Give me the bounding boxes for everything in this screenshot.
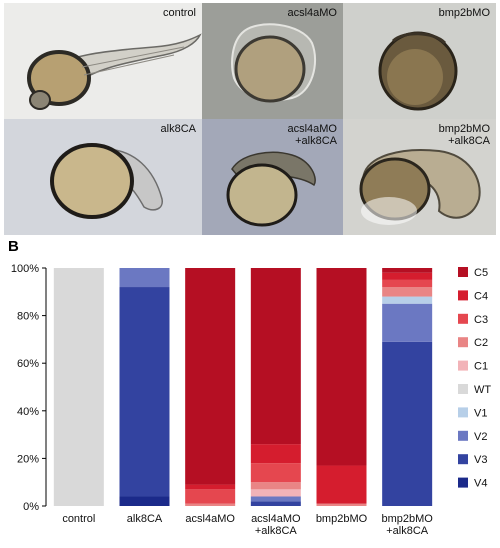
embryo-image-acsl4amo-alk8ca: acsl4aMO +alk8CA: [202, 119, 343, 235]
bar-segment-wt: [53, 268, 104, 506]
image-label: acsl4aMO +alk8CA: [287, 123, 337, 147]
bar-segment-c4: [250, 444, 301, 464]
legend-swatch-v1: [458, 407, 468, 418]
image-label: acsl4aMO: [287, 7, 337, 19]
bar-segment-c5: [316, 268, 367, 466]
legend-swatch-c1: [458, 360, 468, 371]
y-tick-label: 100%: [11, 263, 39, 275]
legend-swatch-c3: [458, 313, 468, 324]
legend-label-v3: V3: [474, 454, 487, 466]
legend-label-v4: V4: [474, 478, 487, 490]
bar-segment-v1: [382, 296, 433, 304]
legend-label-c1: C1: [474, 361, 488, 373]
bar-segment-v3: [250, 501, 301, 506]
bar-segment-c4: [316, 465, 367, 504]
embryo-drawing-bmp2bmo-alk8ca: [343, 119, 496, 235]
legend-swatch-c4: [458, 290, 468, 301]
embryo-drawing-acsl4amo: [202, 3, 343, 119]
legend-label-c2: C2: [474, 337, 488, 349]
category-label: bmp2bMO +alk8CA: [381, 513, 433, 537]
bar-segment-c3: [185, 489, 236, 504]
embryo-image-acsl4amo: acsl4aMO: [202, 3, 343, 119]
bar-segment-c2: [316, 503, 367, 506]
y-tick-label: 40%: [17, 406, 39, 418]
bar-segment-v2: [382, 303, 433, 342]
bar-segment-v2: [119, 268, 170, 288]
legend-swatch-v3: [458, 454, 468, 465]
y-tick-label: 60%: [17, 358, 39, 370]
legend-swatch-c5: [458, 267, 468, 277]
legend-label-c4: C4: [474, 290, 488, 302]
embryo-image-control: control: [4, 3, 202, 119]
chart-svg: 0% 20% 40% 60% 80% 100% control alk8CA acsl4aMO a…: [11, 263, 492, 537]
y-tick-label: 0%: [23, 501, 39, 513]
legend-swatch-v4: [458, 477, 468, 488]
image-label: bmp2bMO +alk8CA: [438, 123, 490, 147]
legend-label-v1: V1: [474, 407, 487, 419]
bar-segment-c2: [185, 503, 236, 506]
category-label: acsl4aMO +alk8CA: [251, 513, 301, 537]
y-tick-label: 80%: [17, 311, 39, 323]
embryo-drawing-control: [4, 3, 202, 119]
bar-segment-c4: [382, 272, 433, 280]
bar-segment-c5: [250, 268, 301, 445]
image-label: bmp2bMO: [438, 7, 490, 19]
legend-label-v2: V2: [474, 431, 487, 443]
legend-swatch-c2: [458, 337, 468, 348]
bar-segment-c1: [250, 489, 301, 497]
bar-segment-c2: [250, 482, 301, 490]
bar-segment-c5: [382, 268, 433, 273]
legend-swatch-wt: [458, 384, 468, 394]
embryo-image-grid: control acsl4aMO bmp2bMO alk8CA: [4, 3, 496, 235]
phenotype-stacked-bar-chart: 0% 20% 40% 60% 80% 100% control alk8CA acsl4aMO a…: [0, 238, 500, 548]
legend-label-c3: C3: [474, 314, 488, 326]
category-label: acsl4aMO: [185, 513, 235, 525]
bar-segment-v4: [119, 496, 170, 506]
bar-segment-c4: [185, 484, 236, 490]
embryo-drawing-acsl4amo-alk8ca: [202, 119, 343, 235]
category-label: bmp2bMO: [316, 513, 368, 525]
legend-label-c5: C5: [474, 267, 488, 279]
embryo-image-alk8ca: alk8CA: [4, 119, 202, 235]
embryo-drawing-alk8ca: [4, 119, 202, 235]
embryo-image-bmp2bmo: bmp2bMO: [343, 3, 496, 119]
bar-segment-c2: [382, 287, 433, 297]
panel-b-letter: B: [8, 238, 19, 255]
image-label: alk8CA: [160, 123, 196, 135]
category-label: control: [62, 513, 95, 525]
bar-segment-c3: [382, 279, 433, 288]
embryo-image-bmp2bmo-alk8ca: bmp2bMO +alk8CA: [343, 119, 496, 235]
legend-swatch-v2: [458, 430, 468, 441]
embryo-drawing-bmp2bmo: [343, 3, 496, 119]
bar-segment-c5: [185, 268, 236, 485]
bar-segment-v3: [119, 287, 170, 497]
category-label: alk8CA: [127, 513, 163, 525]
bar-segment-v3: [382, 341, 433, 506]
bar-segment-c3: [250, 463, 301, 483]
bar-segment-v2: [250, 496, 301, 502]
legend-label-wt: WT: [474, 384, 491, 396]
y-tick-label: 20%: [17, 453, 39, 465]
image-label: control: [162, 7, 196, 19]
